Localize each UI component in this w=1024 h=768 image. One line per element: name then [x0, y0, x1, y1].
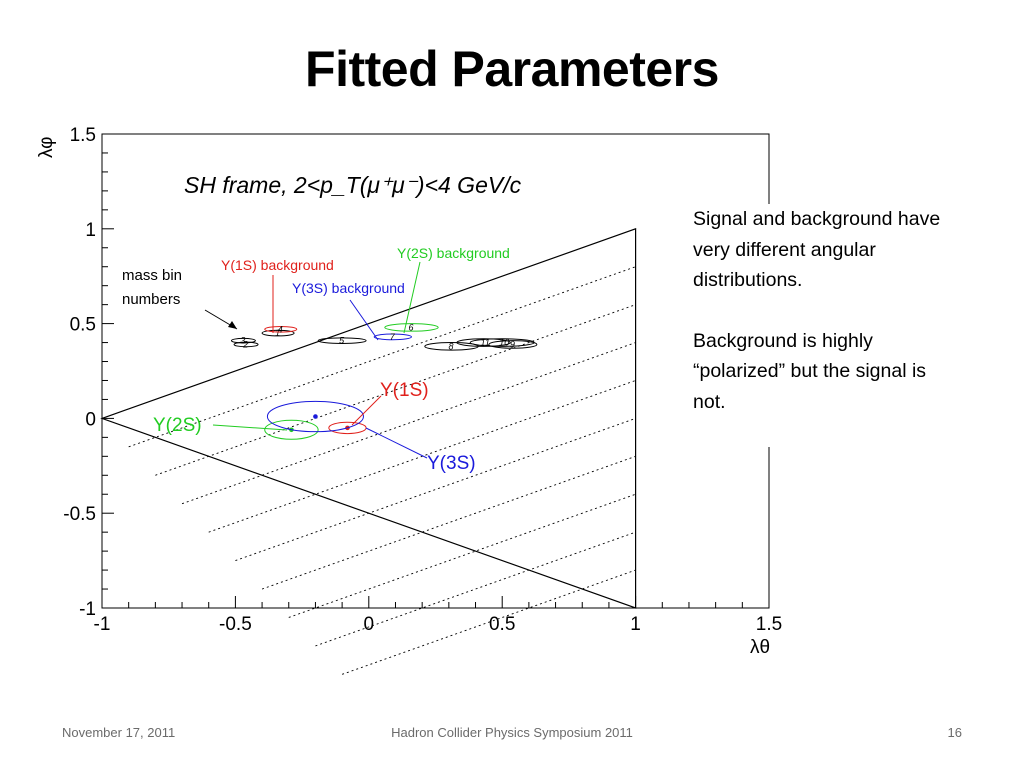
bkg-ellipse [261, 329, 295, 337]
note-2: Background is highly “polarized” but the… [693, 329, 927, 413]
y-tick-label: 0.5 [70, 315, 96, 336]
bkg-label: 2 [242, 339, 248, 349]
dotted-guide [315, 531, 636, 647]
annotation-leader [365, 427, 428, 459]
annotation-label: Y(2S) [153, 415, 202, 436]
footer-date: November 17, 2011 [62, 725, 176, 740]
footer-event: Hadron Collider Physics Symposium 2011 [391, 725, 633, 740]
annotation-label: Y(1S) [380, 380, 429, 401]
signal-fits [264, 400, 367, 440]
annotation-label: Y(1S) background [221, 257, 334, 273]
chart-title: SH frame, 2<p_T(μ⁺μ⁻)<4 GeV/c [184, 172, 522, 198]
dotted-guide [261, 455, 636, 590]
x-axis-label: λθ [750, 637, 770, 658]
dotted-guide [341, 569, 636, 675]
chart-annotations: mass bin numbers Y(1S) background Y(2S) bac… [122, 245, 510, 474]
annotation-label: Y(2S) background [397, 245, 510, 261]
bkg-label: 9 [510, 339, 515, 349]
signal-ellipse [264, 419, 319, 440]
bkg-ellipse [233, 341, 259, 348]
bkg-label: 3 [240, 336, 245, 346]
note-1: Signal and background have very differen… [693, 208, 941, 291]
signal-point [313, 414, 318, 419]
x-tick-label: -0.5 [219, 614, 252, 635]
y-tick-label: 0 [85, 409, 96, 430]
bkg-label: 1 [275, 328, 280, 338]
allowed-region [100, 227, 637, 675]
bkg-label: 6 [408, 322, 413, 332]
footer-page: 16 [947, 725, 962, 740]
x-tick-label: 0.5 [489, 614, 515, 635]
x-tick-label: -1 [94, 614, 111, 635]
bkg-label: 8 [449, 341, 454, 351]
bkg-ellipse [230, 337, 256, 344]
arrow-head [228, 321, 237, 329]
x-tick-label: 1 [630, 614, 641, 635]
bkg-label: 4 [278, 324, 283, 334]
bkg-ellipse [373, 333, 412, 341]
x-tick-label: 0 [364, 614, 375, 635]
y-tick-label: -1 [79, 599, 96, 620]
signal-ellipse [266, 400, 364, 433]
annotation-label: Y(3S) [427, 453, 476, 474]
y-tick-label: -0.5 [63, 504, 96, 525]
slide-title: Fitted Parameters [305, 41, 719, 97]
annotation-leader [349, 299, 379, 341]
bkg-label: 7 [390, 332, 396, 342]
bkg-ellipse [317, 337, 367, 345]
notes-box: Signal and background have very differen… [693, 204, 953, 447]
bkg-ellipse [456, 338, 511, 347]
annotation-leader [403, 261, 421, 334]
dotted-guide [235, 417, 636, 562]
bkg-ellipse [488, 340, 538, 349]
bkg-label: 5 [339, 336, 345, 346]
dotted-guide [208, 380, 636, 533]
dotted-guide [181, 342, 636, 505]
bkg-ellipse [469, 338, 535, 347]
y-tick-label: 1.5 [70, 125, 96, 146]
bkg-ellipse [384, 323, 439, 332]
dotted-guide [288, 493, 636, 618]
annotation-label: Y(3S) background [292, 280, 405, 296]
y-axis-label: λφ [36, 137, 57, 158]
annotation-leader [212, 424, 288, 431]
bkg-ellipse [264, 325, 298, 333]
annotation-label: numbers [122, 291, 180, 308]
y-tick-label: 1 [85, 220, 96, 241]
bkg-label: 10 [499, 338, 509, 348]
x-tick-label: 1.5 [756, 614, 782, 635]
bkg-label: 11 [481, 338, 490, 348]
annotation-label: mass bin [122, 267, 182, 284]
annotation-leader [351, 395, 382, 426]
